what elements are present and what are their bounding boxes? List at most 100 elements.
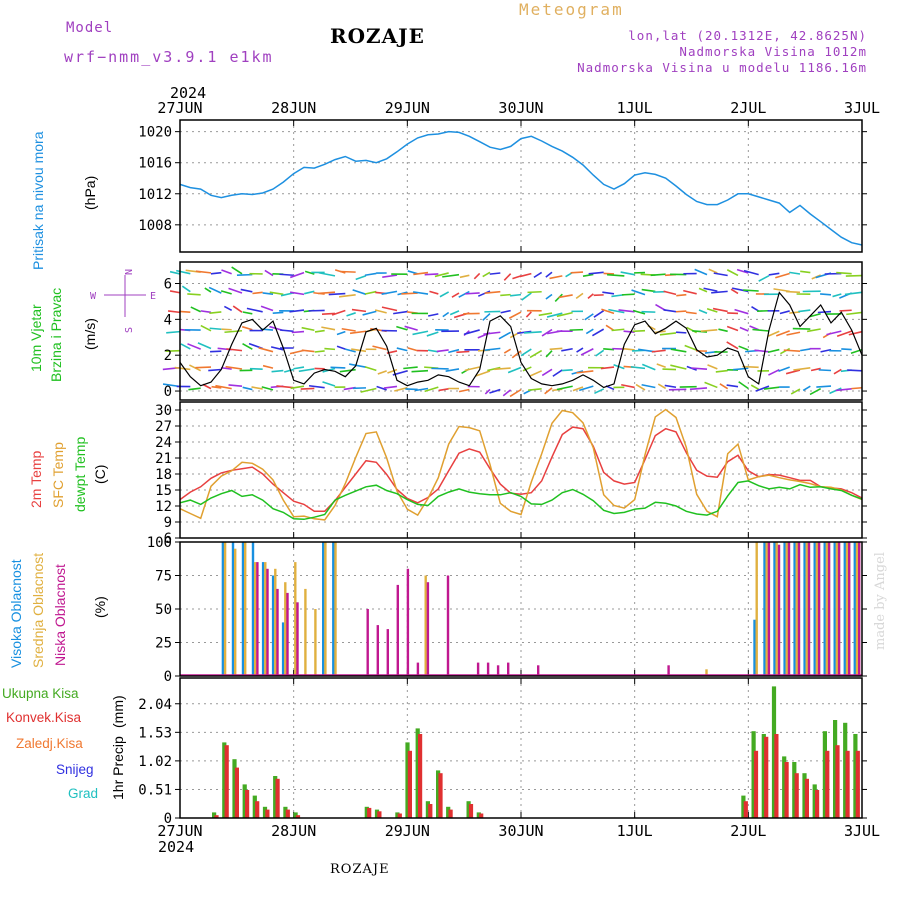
cloud_high-bar — [843, 542, 846, 676]
wind-arrow — [698, 309, 708, 315]
cloud_high-bar — [813, 542, 816, 676]
wind-arrow — [438, 388, 449, 392]
wind-arrow — [407, 270, 418, 275]
wind-arrow — [524, 331, 542, 334]
wind-arrow — [394, 386, 408, 392]
wind-arrow — [768, 272, 780, 276]
wind-arrow — [798, 309, 811, 313]
wind-arrow — [703, 287, 718, 292]
wind-arrow — [396, 325, 408, 331]
elevation-info: Nadmorska Visina 1012m — [679, 44, 867, 59]
wind-arrow — [767, 348, 780, 354]
wind-arrow — [713, 272, 728, 277]
cloud_low-bar — [286, 592, 289, 676]
wind-arrow — [401, 292, 418, 295]
wind-arrow — [578, 385, 594, 392]
wind-arrow — [670, 348, 687, 353]
cloud_high-bar — [773, 542, 776, 676]
wind-arrow — [620, 271, 635, 276]
wind-arrow — [381, 290, 398, 295]
wind-arrow — [482, 312, 491, 321]
x-tick-label-top: 2JUL — [730, 99, 766, 117]
x-tick-label-top: 3JUL — [844, 99, 880, 117]
wind-arrow — [475, 370, 491, 377]
wind-arrow — [569, 328, 584, 331]
rain_total-bar — [812, 784, 817, 818]
rain_conv-bar — [815, 790, 820, 818]
wind-arrow — [833, 368, 842, 375]
model-name: wrf−nmm_v3.9.1 e1km — [64, 48, 274, 66]
wind-arrow — [691, 367, 708, 371]
wind-arrow — [789, 311, 801, 314]
panel-frame — [179, 401, 863, 539]
wind-arrow — [742, 365, 759, 369]
wind-arrow — [341, 327, 356, 332]
dewpt-line — [179, 480, 863, 521]
wind-arrow — [527, 290, 542, 294]
temp2m-line — [179, 426, 863, 513]
wind-arrow — [427, 349, 439, 353]
wind-arrow — [689, 387, 708, 391]
chart-title: Meteogram — [519, 0, 624, 19]
cloud_mid-bar — [234, 548, 237, 676]
x-tick-label-top: 1JUL — [617, 99, 653, 117]
wind-arrow — [215, 384, 232, 390]
wind-arrow — [529, 370, 542, 377]
y-tick-label: 18 — [155, 467, 172, 483]
wind-arrow — [209, 327, 222, 331]
y-tick-label: 24 — [155, 435, 172, 451]
wind-arrow — [314, 329, 325, 333]
legend-snow: Snijeg — [56, 762, 94, 777]
wind-arrow — [382, 274, 398, 278]
wind-arrow — [635, 383, 646, 391]
cloud_low-bar — [406, 568, 410, 676]
y-tick-label: 1012 — [138, 187, 172, 203]
wind-arrow — [816, 385, 832, 388]
wind-arrow — [561, 368, 573, 372]
wind-arrow — [261, 386, 274, 391]
wind-arrow — [169, 290, 181, 294]
wind-arrow — [594, 388, 605, 395]
station-name: ROZAJE — [330, 24, 425, 48]
wind-arrow — [317, 291, 336, 295]
wind-arrow — [500, 309, 511, 314]
wind-arrow — [351, 308, 367, 313]
cloud_low-bar — [476, 662, 480, 676]
wind-arrow — [663, 309, 677, 313]
wind-arrow — [593, 310, 605, 318]
wind-arrow — [538, 312, 553, 317]
wind-arrow — [188, 387, 201, 391]
rain_total-bar — [283, 806, 288, 818]
cloud_mid-bar — [254, 562, 257, 676]
wind-arrow — [289, 271, 305, 279]
wind-arrow — [272, 311, 284, 314]
wind-arrow — [576, 347, 584, 353]
wind-arrow — [300, 387, 315, 390]
cloud_low-bar — [807, 542, 811, 676]
wind-arrow — [778, 366, 790, 373]
wind-arrow — [439, 291, 450, 298]
cloud_high-bar — [763, 542, 766, 676]
wind-arrow — [403, 366, 418, 370]
wind-arrow — [231, 266, 243, 275]
wind-arrow — [291, 330, 305, 334]
wind-arrow — [264, 269, 274, 277]
y-tick-label: 4 — [164, 312, 172, 328]
wind-arrow — [684, 344, 697, 351]
wind-arrow — [743, 289, 759, 292]
wind-arrow — [279, 273, 294, 277]
wind-arrow — [464, 366, 480, 372]
wind-arrow — [174, 366, 191, 371]
wind-arrow — [204, 287, 212, 293]
wind-arrow — [734, 308, 749, 315]
wind-arrow — [393, 310, 408, 315]
wind-arrow — [755, 385, 770, 392]
x-tick-label-bottom: 28JUN — [271, 822, 316, 840]
wind-arrow — [832, 293, 842, 298]
cloud_low-bar — [777, 544, 781, 676]
y-tick-label: 21 — [155, 451, 172, 467]
wind-arrow — [779, 310, 790, 315]
wind-arrow — [304, 270, 315, 275]
wind-arrow — [793, 367, 811, 371]
